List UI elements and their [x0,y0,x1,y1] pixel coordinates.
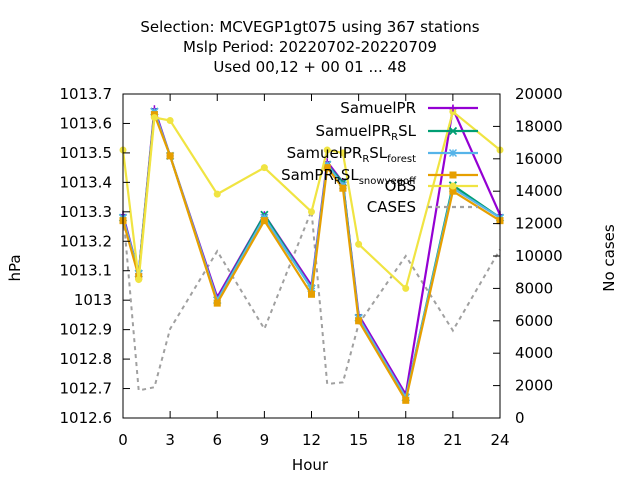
data-point [166,152,174,160]
y2-tick-label: 2000 [515,377,553,395]
data-point [166,117,174,125]
y-tick-label: 1012.9 [60,321,113,339]
y2-tick-label: 12000 [515,215,563,233]
y2-axis-label: No cases [600,224,618,292]
x-axis-label: Hour [292,456,329,474]
legend-label: SamuelPR [340,99,416,117]
title-line-1: Selection: MCVEGP1gt075 using 367 statio… [140,18,479,36]
chart-title: Selection: MCVEGP1gt075 using 367 statio… [140,18,479,76]
legend-entry: SamPRRSLsnowvegoff [281,166,478,187]
title-line-2: Mslp Period: 20220702-20220709 [183,38,437,56]
y2-tick-label: 16000 [515,150,563,168]
y2-tick-label: 10000 [515,247,563,265]
legend-entry: SamuelPRRSL [315,122,478,143]
legend-entry: SamuelPR [340,99,478,117]
data-point [449,108,457,116]
y-tick-label: 1013.4 [60,173,113,191]
y2-tick-label: 0 [515,409,525,427]
legend-label: SamuelPRRSLforest [287,144,416,165]
y-tick-label: 1013.5 [60,144,113,162]
x-tick-label: 9 [260,431,270,449]
y-tick-label: 1013.7 [60,85,113,103]
data-point [260,164,268,172]
x-tick-label: 12 [302,431,321,449]
data-point [213,190,221,198]
data-point [449,187,457,195]
y2-tick-label: 4000 [515,344,553,362]
data-point [213,299,221,307]
axes-layer: 1012.6 1012.7 1012.8 1012.9 1013 1013.1 1013.2… [60,85,563,449]
data-point [355,240,363,248]
series-obs [119,108,504,292]
y2-tick-label: 18000 [515,117,563,135]
legend: SamuelPR SamuelPRRSLSamuelPRRSLforestSamP… [281,99,478,216]
y-tick-label: 1013.1 [60,262,113,280]
x-tick-label: 0 [118,431,128,449]
series-layer [118,105,505,404]
data-point [449,171,457,179]
x-tick-label: 21 [443,431,462,449]
data-point [449,182,457,190]
x-tick-label: 3 [165,431,175,449]
series-line [121,110,501,290]
data-point [339,149,347,157]
y-tick-label: 1013 [74,291,112,309]
data-point [150,114,158,122]
legend-entry: CASES [367,198,478,216]
plot-frame [122,93,501,419]
y-axis-label: hPa [6,254,24,281]
y-tick-label: 1012.6 [60,409,113,427]
data-point [308,208,315,216]
legend-label: SamuelPRRSL [315,122,416,143]
x-tick-label: 6 [212,431,222,449]
data-point [355,317,363,325]
legend-label: CASES [367,198,416,216]
data-point [308,290,315,298]
x-tick-label: 24 [490,431,509,449]
y-tick-label: 1013.6 [60,114,113,132]
y2-tick-label: 20000 [515,85,563,103]
x-tick-label: 18 [396,431,415,449]
data-point [402,396,410,404]
data-point [339,184,347,192]
data-point [448,126,458,136]
y2-tick-label: 8000 [515,279,553,297]
cases-layer [122,210,501,392]
legend-entry: SamuelPRRSLforest [287,144,478,165]
x-tick-label: 15 [349,431,368,449]
data-point [260,217,268,225]
data-point [402,284,410,292]
y2-tick-label: 14000 [515,182,563,200]
y-tick-label: 1013.3 [60,203,113,221]
y-tick-label: 1013.2 [60,232,113,250]
data-point [323,164,331,172]
data-point [448,148,458,158]
y2-tick-label: 6000 [515,312,553,330]
title-line-3: Used 00,12 + 00 01 ... 48 [213,58,406,76]
data-point [135,276,143,284]
y-tick-label: 1012.7 [60,380,113,398]
legend-entry: OBS [385,177,478,195]
data-point [323,146,331,154]
legend-label: SamPRRSLsnowvegoff [281,166,417,187]
y-tick-label: 1012.8 [60,350,113,368]
cases-line [122,210,501,392]
legend-label: OBS [385,177,416,195]
data-point [449,104,457,112]
